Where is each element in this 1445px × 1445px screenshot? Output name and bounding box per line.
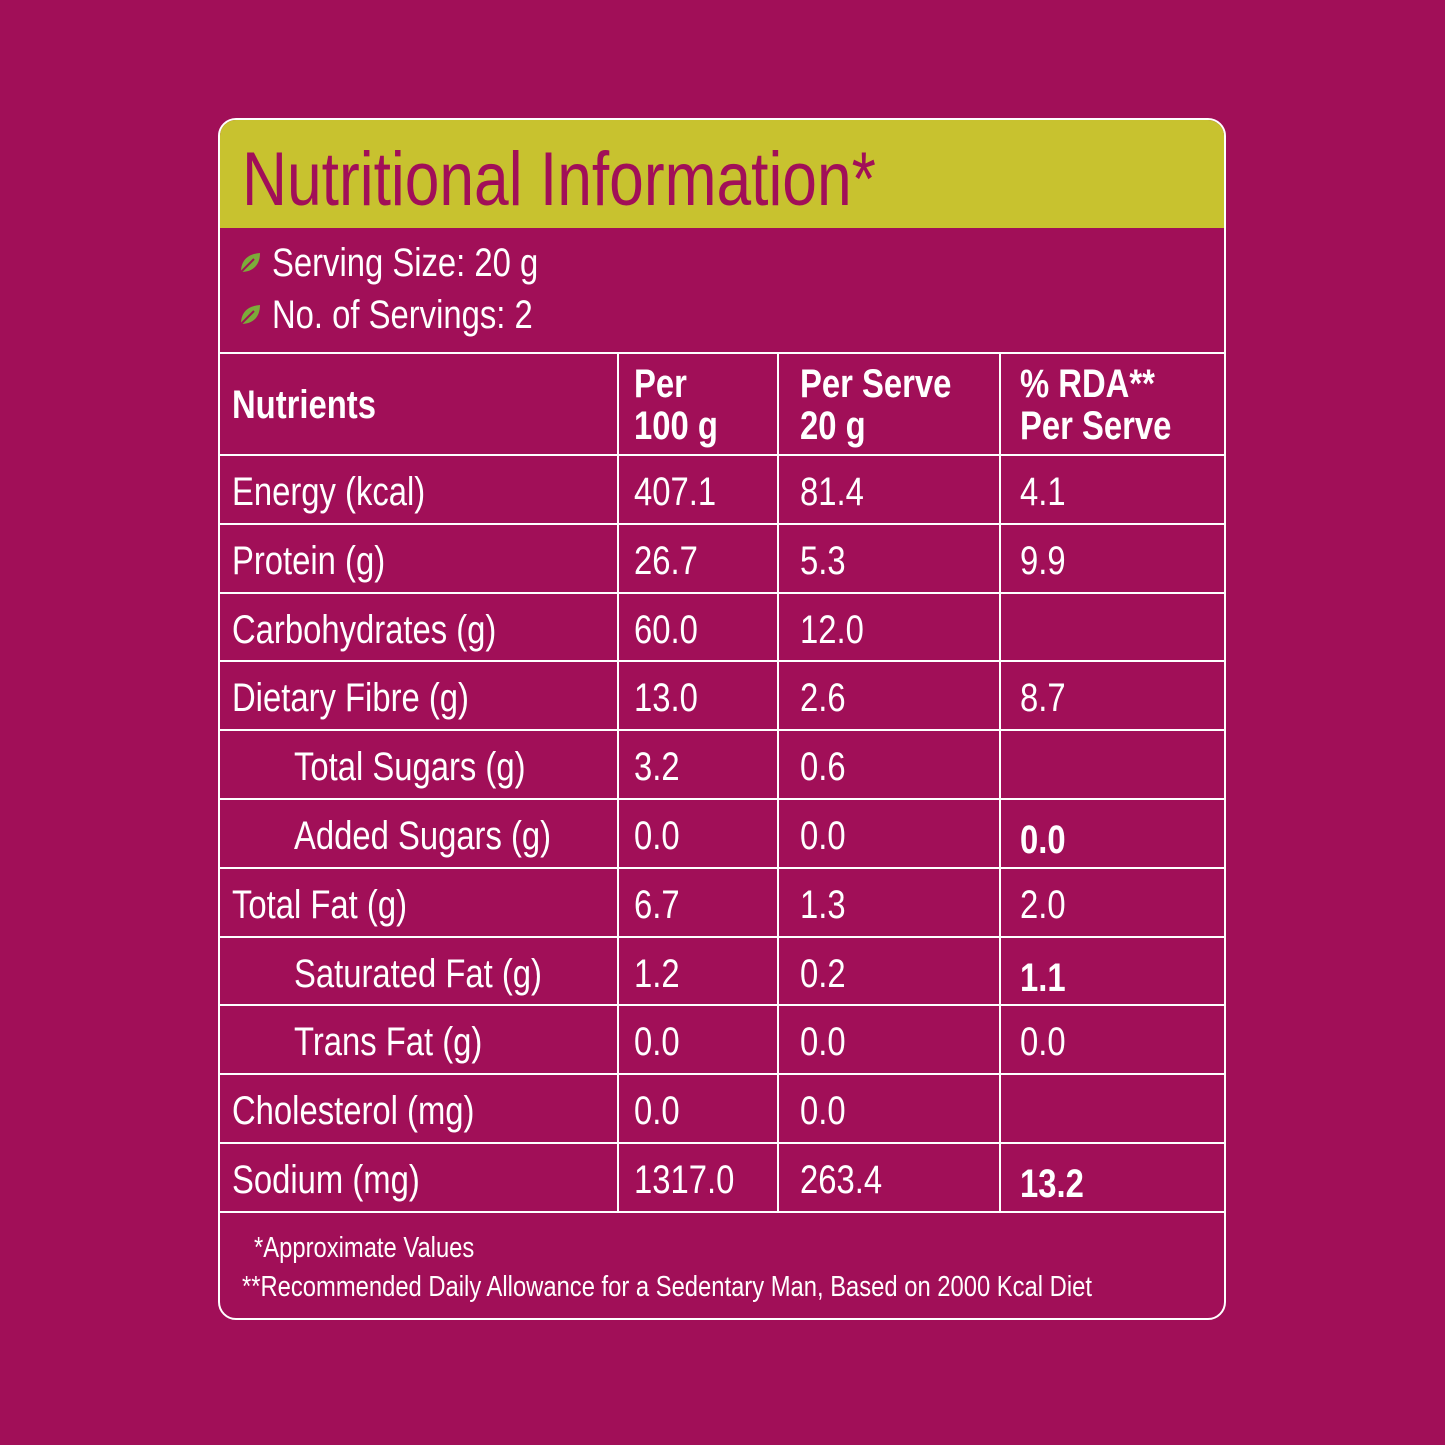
col-line <box>617 353 619 1212</box>
row-line <box>218 729 1226 732</box>
nutrient-name: Protein (g) <box>232 538 386 583</box>
row-line <box>218 660 1226 663</box>
header-cell: Nutrients <box>232 383 376 427</box>
value-cell: 1317.0 <box>634 1158 735 1202</box>
value-cell: 3.2 <box>634 745 680 790</box>
leaf-icon <box>240 253 260 273</box>
title-band <box>220 120 1224 228</box>
header-cell: Per <box>634 362 687 406</box>
header-cell: % RDA** <box>1020 362 1155 406</box>
title: Nutritional Information* <box>242 137 876 222</box>
value-cell: 407.1 <box>634 470 717 514</box>
value-cell: 0.0 <box>800 1089 846 1134</box>
row-line <box>218 1004 1226 1007</box>
value-cell: 0.0 <box>634 1089 680 1134</box>
value-cell: 0.0 <box>1020 1020 1066 1065</box>
row-line <box>218 798 1226 800</box>
value-cell: 1.2 <box>634 951 680 996</box>
serving-info: Serving Size: 20 g <box>272 241 539 285</box>
value-cell: 13.2 <box>1020 1162 1084 1206</box>
value-cell: 263.4 <box>800 1158 883 1202</box>
nutrient-name: Sodium (mg) <box>232 1158 420 1202</box>
value-cell: 81.4 <box>800 470 864 514</box>
row-line <box>218 522 1226 525</box>
value-cell: 1.3 <box>800 882 846 927</box>
nutrient-name: Trans Fat (g) <box>294 1020 483 1065</box>
row-line <box>218 1073 1226 1076</box>
value-cell: 5.3 <box>800 538 846 583</box>
nutrient-name: Added Sugars (g) <box>294 814 552 858</box>
row-line <box>218 352 1226 354</box>
value-cell: 26.7 <box>634 538 698 583</box>
value-cell: 6.7 <box>634 882 680 927</box>
value-cell: 12.0 <box>800 607 864 652</box>
value-cell: 8.7 <box>1020 676 1066 721</box>
row-line <box>218 454 1226 456</box>
nutrient-name: Saturated Fat (g) <box>294 951 542 996</box>
header-cell: 20 g <box>800 404 866 448</box>
footnote: *Approximate Values <box>254 1232 475 1264</box>
serving-info: No. of Servings: 2 <box>272 293 533 337</box>
nutrient-name: Carbohydrates (g) <box>232 607 497 652</box>
value-cell: 0.0 <box>1020 818 1066 862</box>
leaf-icon <box>240 305 260 325</box>
nutrient-name: Total Fat (g) <box>232 882 407 927</box>
value-cell: 0.0 <box>634 1020 680 1065</box>
value-cell: 9.9 <box>1020 538 1066 583</box>
nutrient-name: Dietary Fibre (g) <box>232 676 469 721</box>
value-cell: 4.1 <box>1020 470 1066 514</box>
row-line <box>218 1210 1226 1213</box>
row-line <box>218 591 1226 594</box>
footnote: **Recommended Daily Allowance for a Sede… <box>242 1271 1092 1303</box>
value-cell: 2.0 <box>1020 882 1066 927</box>
value-cell: 2.6 <box>800 676 846 721</box>
header-cell: Per Serve <box>800 362 952 406</box>
nutrient-name: Total Sugars (g) <box>294 745 526 790</box>
value-cell: 13.0 <box>634 676 698 721</box>
row-line <box>218 935 1226 938</box>
header-cell: 100 g <box>634 404 718 448</box>
value-cell: 0.0 <box>800 814 846 858</box>
row-line <box>218 866 1226 869</box>
nutrient-name: Cholesterol (mg) <box>232 1089 475 1134</box>
value-cell: 0.6 <box>800 745 846 790</box>
value-cell: 1.1 <box>1020 955 1066 1000</box>
value-cell: 0.0 <box>634 814 680 858</box>
value-cell: 0.0 <box>800 1020 846 1065</box>
col-line <box>999 353 1001 1212</box>
nutrition-card <box>218 118 1226 1320</box>
header-cell: Per Serve <box>1020 404 1172 448</box>
col-line <box>777 353 779 1212</box>
value-cell: 60.0 <box>634 607 698 652</box>
value-cell: 0.2 <box>800 951 846 996</box>
row-line <box>218 1142 1226 1144</box>
nutrient-name: Energy (kcal) <box>232 470 426 514</box>
